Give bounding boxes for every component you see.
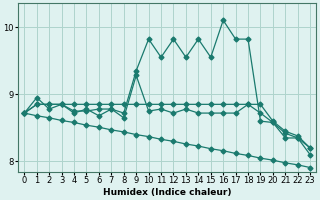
X-axis label: Humidex (Indice chaleur): Humidex (Indice chaleur) — [103, 188, 231, 197]
